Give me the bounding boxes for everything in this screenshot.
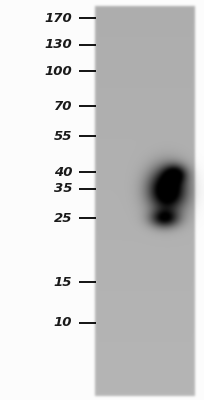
Text: 10: 10 — [54, 316, 72, 329]
Text: 70: 70 — [54, 100, 72, 112]
Text: 15: 15 — [54, 276, 72, 288]
Text: 130: 130 — [45, 38, 72, 51]
Text: 170: 170 — [45, 12, 72, 24]
Text: 25: 25 — [54, 212, 72, 224]
Text: 55: 55 — [54, 130, 72, 142]
Text: 35: 35 — [54, 182, 72, 195]
Text: 100: 100 — [45, 65, 72, 78]
Text: 40: 40 — [54, 166, 72, 178]
